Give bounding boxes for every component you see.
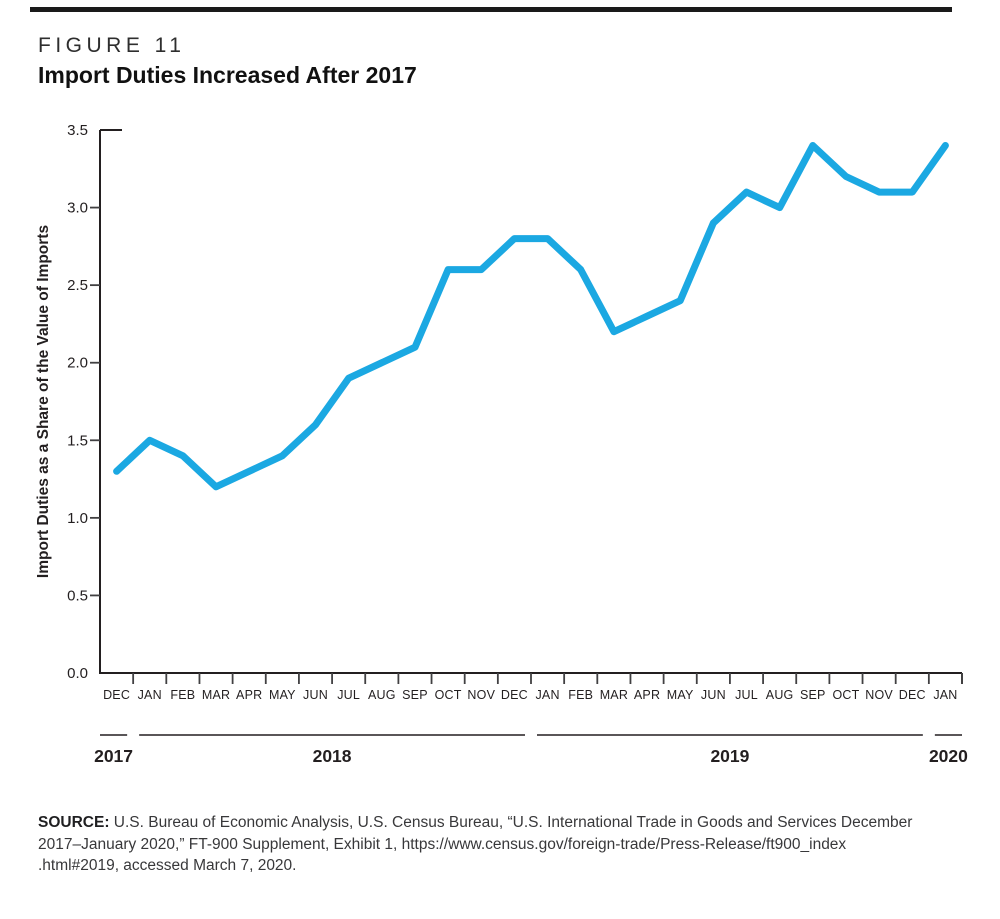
line-chart: 3.5 3.0 2.5 2.0 1.5 1.0 0.5 0.0 DEC JAN FEB MAR APR M… xyxy=(35,122,968,766)
x-tick-label: SEP xyxy=(402,688,428,702)
data-line xyxy=(113,142,949,491)
x-tick-label: DEC xyxy=(103,688,130,702)
x-tick-label: DEC xyxy=(899,688,926,702)
y-axis-label: Import Duties as a Share of the Value of… xyxy=(35,225,52,578)
y-tick-label: 2.0 xyxy=(67,355,88,372)
x-tick-label: JAN xyxy=(535,688,559,702)
source-label: SOURCE: xyxy=(38,814,110,831)
x-tick-label: MAY xyxy=(269,688,296,702)
figure-number-label: FIGURE 11 xyxy=(38,34,186,57)
x-tick-label: MAR xyxy=(202,688,230,702)
x-tick-label: OCT xyxy=(435,688,462,702)
x-tick-label: SEP xyxy=(800,688,826,702)
x-tick-label: JUL xyxy=(735,688,758,702)
x-tick-label: FEB xyxy=(170,688,195,702)
x-tick-label: JAN xyxy=(933,688,957,702)
source-line-3: .html#2019, accessed March 7, 2020. xyxy=(38,857,297,874)
x-tick-label: MAR xyxy=(600,688,628,702)
year-label: 2020 xyxy=(929,746,968,766)
x-tick-label: JUN xyxy=(701,688,726,702)
x-tick-label: APR xyxy=(634,688,660,702)
y-tick-label: 3.5 xyxy=(67,122,88,139)
x-tick-label: NOV xyxy=(865,688,893,702)
year-label: 2018 xyxy=(313,746,352,766)
y-tick-label: 1.0 xyxy=(67,510,88,527)
x-tick-label: NOV xyxy=(467,688,495,702)
year-label: 2017 xyxy=(94,746,133,766)
x-tick-label: APR xyxy=(236,688,262,702)
x-tick-label: FEB xyxy=(568,688,593,702)
source-line-2: 2017–January 2020,” FT-900 Supplement, E… xyxy=(38,835,847,853)
y-tick-label: 0.0 xyxy=(67,665,88,682)
y-tick-label: 1.5 xyxy=(67,432,88,449)
x-tick-label: AUG xyxy=(766,688,794,702)
source-line-1: U.S. Bureau of Economic Analysis, U.S. C… xyxy=(113,814,913,831)
x-tick-label: OCT xyxy=(832,688,859,702)
x-tick-label: JUN xyxy=(303,688,328,702)
x-tick-label: AUG xyxy=(368,688,396,702)
x-tick-label: JAN xyxy=(138,688,162,702)
year-label: 2019 xyxy=(710,746,749,766)
x-tick-label: DEC xyxy=(501,688,528,702)
source-note: SOURCE: U.S. Bureau of Economic Analysis… xyxy=(38,812,968,877)
x-tick-label: JUL xyxy=(337,688,360,702)
y-tick-label: 0.5 xyxy=(67,587,88,604)
top-rule-divider xyxy=(30,7,952,12)
y-tick-label: 3.0 xyxy=(67,200,88,217)
chart-title: Import Duties Increased After 2017 xyxy=(38,62,417,88)
y-tick-label: 2.5 xyxy=(67,277,88,294)
x-tick-label: MAY xyxy=(667,688,694,702)
